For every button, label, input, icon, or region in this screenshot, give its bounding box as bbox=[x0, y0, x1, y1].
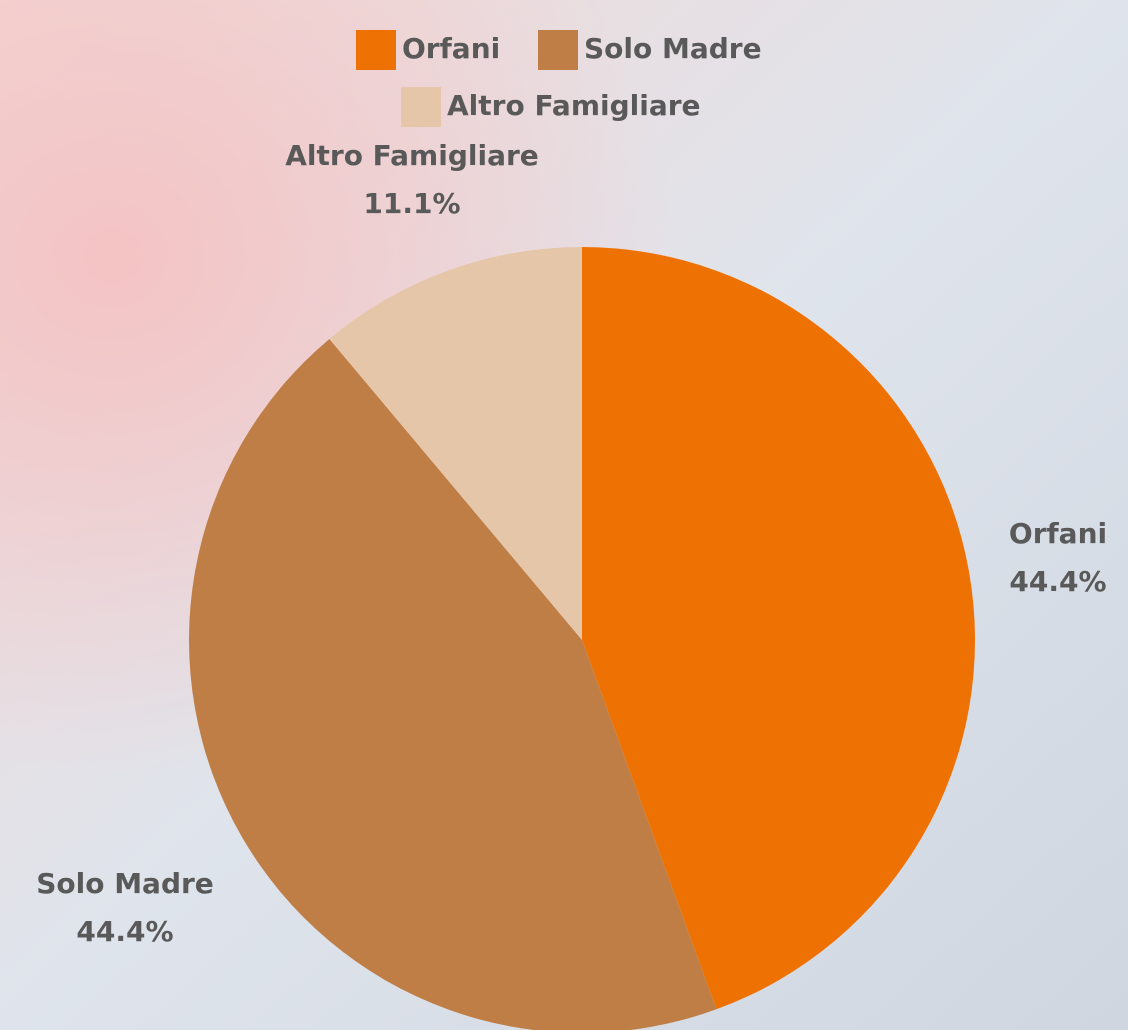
data-label-name: Altro Famigliare bbox=[285, 139, 539, 172]
data-label-value: 44.4% bbox=[1009, 565, 1106, 598]
legend-label: Altro Famigliare bbox=[447, 89, 701, 122]
chart: Orfani Solo Madre Altro Famigliare Orfani 4… bbox=[0, 0, 1128, 1030]
legend-swatch bbox=[356, 30, 396, 70]
legend-swatch bbox=[401, 87, 441, 127]
legend-label: Solo Madre bbox=[584, 32, 762, 65]
data-label-name: Solo Madre bbox=[36, 867, 214, 900]
pie bbox=[189, 247, 975, 1030]
data-label-value: 44.4% bbox=[76, 915, 173, 948]
data-label-value: 11.1% bbox=[363, 187, 460, 220]
data-label-name: Orfani bbox=[1009, 517, 1107, 550]
legend-swatch bbox=[538, 30, 578, 70]
legend-label: Orfani bbox=[402, 32, 500, 65]
